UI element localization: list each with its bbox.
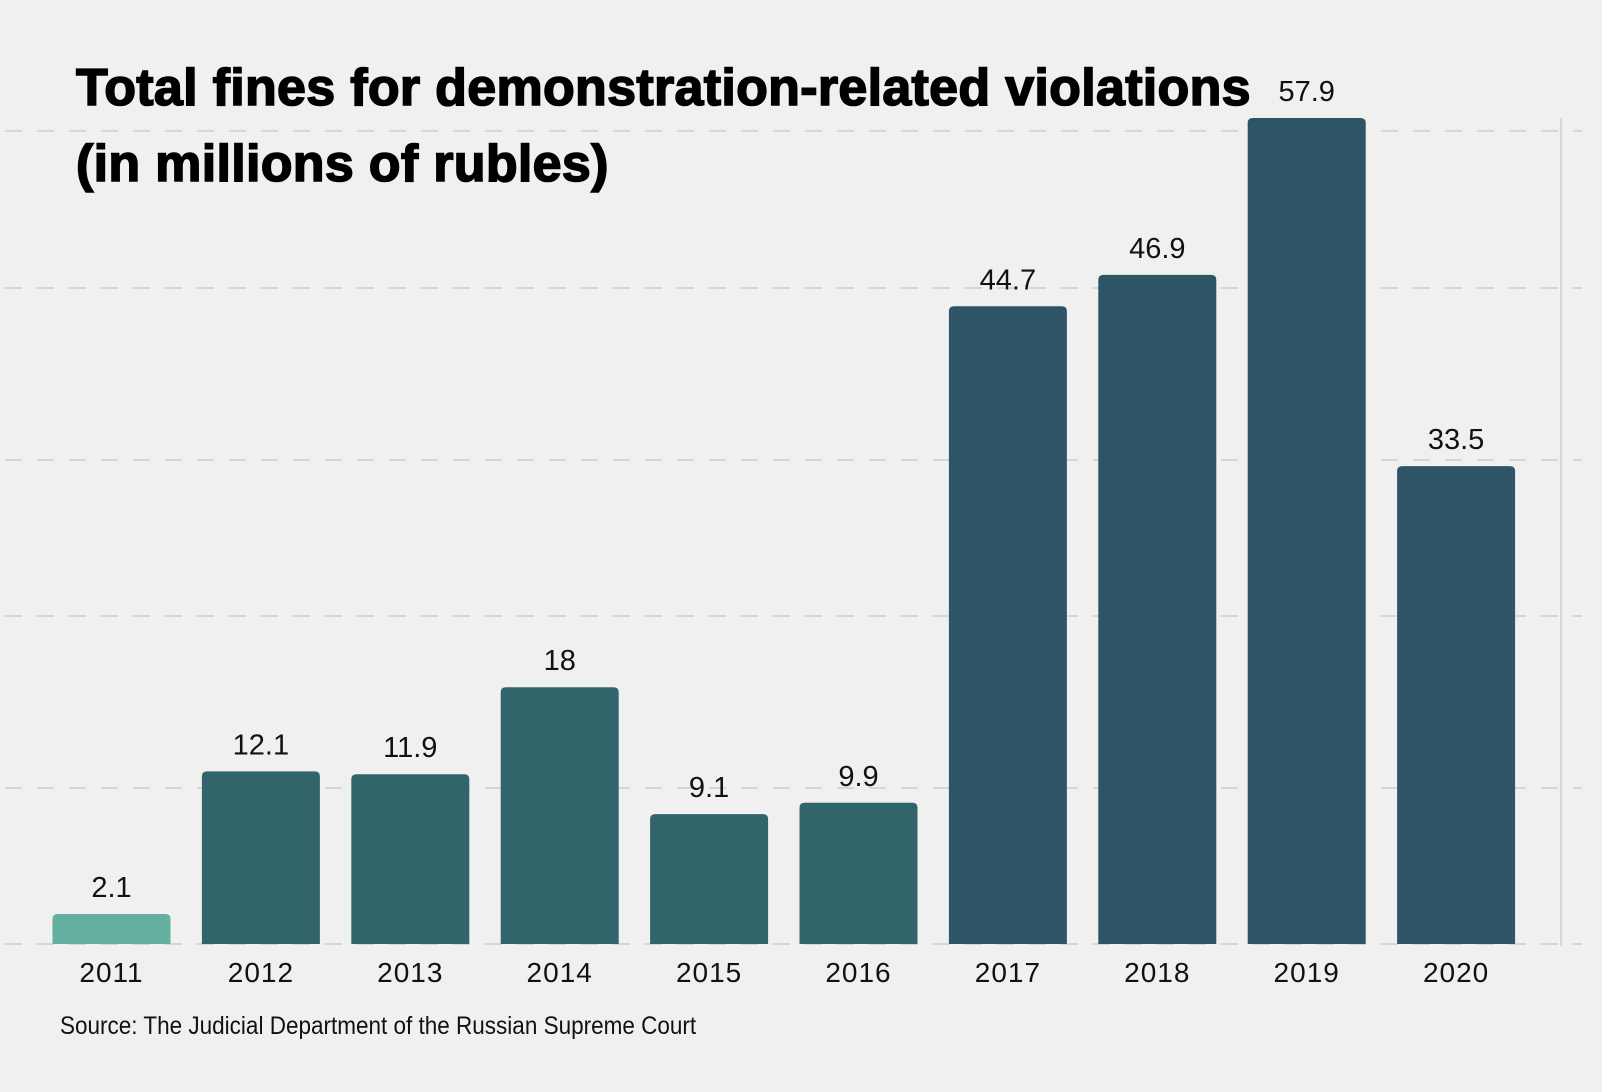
x-tick-label-2020: 2020 — [1423, 957, 1489, 988]
value-label-2015: 9.1 — [689, 772, 729, 804]
value-label-2012: 12.1 — [233, 729, 289, 761]
value-label-2011: 2.1 — [91, 872, 131, 904]
bar-2012 — [201, 771, 320, 944]
x-tick-label-2011: 2011 — [79, 957, 143, 988]
bar-2014 — [500, 687, 619, 944]
value-label-2017: 44.7 — [980, 264, 1036, 296]
value-label-2014: 18 — [544, 645, 576, 677]
x-tick-label-2014: 2014 — [527, 957, 593, 988]
chart-title: Total fines for demonstration-related vi… — [75, 58, 1251, 194]
value-label-2018: 46.9 — [1129, 233, 1185, 265]
bar-2015 — [650, 814, 769, 944]
bar-2020 — [1397, 466, 1516, 944]
bar-2013 — [351, 774, 470, 944]
x-tick-label-2016: 2016 — [825, 957, 891, 988]
value-label-2019: 57.9 — [1278, 76, 1334, 108]
value-label-2016: 9.9 — [838, 761, 878, 793]
x-tick-label-2013: 2013 — [377, 957, 443, 988]
bar-2019 — [1247, 118, 1366, 944]
x-tick-label-2012: 2012 — [228, 957, 294, 988]
x-tick-label-2017: 2017 — [975, 957, 1041, 988]
bar-2016 — [799, 802, 918, 944]
source-note: Source: The Judicial Department of the R… — [60, 1012, 697, 1040]
value-label-2013: 11.9 — [383, 732, 437, 764]
bar-2018 — [1098, 274, 1217, 944]
value-label-2020: 33.5 — [1428, 424, 1484, 456]
bar-2011 — [52, 914, 171, 944]
x-tick-label-2019: 2019 — [1274, 957, 1340, 988]
x-tick-label-2018: 2018 — [1124, 957, 1190, 988]
bar-2017 — [948, 306, 1067, 944]
x-tick-label-2015: 2015 — [676, 957, 742, 988]
